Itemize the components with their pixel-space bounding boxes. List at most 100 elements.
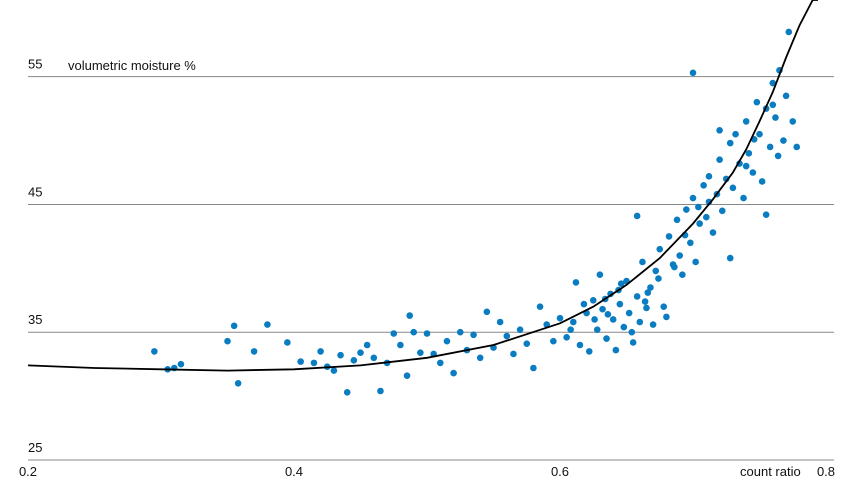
point <box>151 348 158 355</box>
point <box>620 323 628 331</box>
point <box>705 173 713 180</box>
point <box>406 312 414 319</box>
point <box>397 341 404 349</box>
point <box>687 239 694 247</box>
point <box>655 275 662 282</box>
point <box>609 316 617 323</box>
point <box>673 216 681 224</box>
point <box>732 130 739 138</box>
point <box>437 359 444 367</box>
point <box>604 311 612 318</box>
point <box>585 348 593 355</box>
point <box>523 340 531 348</box>
point <box>652 267 660 275</box>
point <box>718 207 726 215</box>
point <box>660 303 668 310</box>
point <box>716 127 723 134</box>
point <box>603 335 610 342</box>
point <box>789 118 797 125</box>
x-tick-label: 0.8 <box>817 464 835 479</box>
point <box>665 233 673 240</box>
point <box>679 271 686 279</box>
point <box>363 341 371 349</box>
point <box>234 380 242 387</box>
x-axis-label: count ratio <box>740 464 801 479</box>
point <box>633 212 641 220</box>
point <box>589 296 597 304</box>
point <box>563 334 570 341</box>
point <box>683 206 690 213</box>
point <box>726 139 734 147</box>
point <box>596 271 604 279</box>
point <box>692 258 699 266</box>
y-tick-label: 55 <box>28 57 42 72</box>
point <box>483 308 491 316</box>
point <box>410 328 418 336</box>
point <box>593 326 601 333</box>
point <box>703 213 710 221</box>
grid: 25 35 45 55 0.2 0.4 0.6 0.8 <box>19 57 835 479</box>
point <box>617 280 625 287</box>
point <box>647 284 654 291</box>
point <box>496 318 504 326</box>
point <box>793 143 801 151</box>
point <box>476 354 484 362</box>
point <box>656 245 664 253</box>
point <box>450 369 457 377</box>
point <box>749 169 757 176</box>
point <box>224 337 231 345</box>
point <box>580 300 588 308</box>
point <box>625 309 633 317</box>
point <box>742 162 750 170</box>
point <box>629 339 637 346</box>
y-axis-label: volumetric moisture % <box>68 58 196 73</box>
point <box>696 220 703 227</box>
point <box>649 321 657 328</box>
point <box>350 357 358 364</box>
point <box>567 326 574 333</box>
point <box>284 339 291 346</box>
point <box>644 289 652 296</box>
point <box>264 321 271 328</box>
point <box>700 181 707 189</box>
point <box>762 211 770 218</box>
point <box>310 359 318 367</box>
point <box>643 304 650 312</box>
point <box>591 316 598 323</box>
trend-line <box>27 0 818 372</box>
point <box>709 229 717 236</box>
y-tick-label: 25 <box>28 440 42 455</box>
point <box>456 328 464 336</box>
point <box>785 28 793 36</box>
point <box>612 346 620 354</box>
point <box>503 332 511 340</box>
point <box>599 305 606 313</box>
point <box>337 351 344 359</box>
y-tick-label: 35 <box>28 312 42 327</box>
point <box>628 328 636 336</box>
point <box>403 372 411 379</box>
point <box>177 360 185 368</box>
point <box>716 156 723 164</box>
point <box>782 92 790 100</box>
point <box>470 331 477 339</box>
point <box>753 98 761 106</box>
point <box>639 258 646 266</box>
x-tick-label: 0.2 <box>19 464 37 479</box>
point <box>443 337 451 345</box>
point <box>671 263 678 271</box>
point <box>570 318 577 326</box>
point <box>729 184 737 192</box>
point <box>556 314 564 322</box>
point <box>641 298 649 305</box>
point <box>530 364 537 372</box>
point <box>740 194 747 202</box>
x-tick-label: 0.4 <box>285 464 303 479</box>
y-tick-label: 45 <box>28 184 42 199</box>
point <box>780 137 787 144</box>
point <box>297 358 304 365</box>
point <box>769 79 777 87</box>
point <box>423 330 431 337</box>
point <box>726 254 734 262</box>
